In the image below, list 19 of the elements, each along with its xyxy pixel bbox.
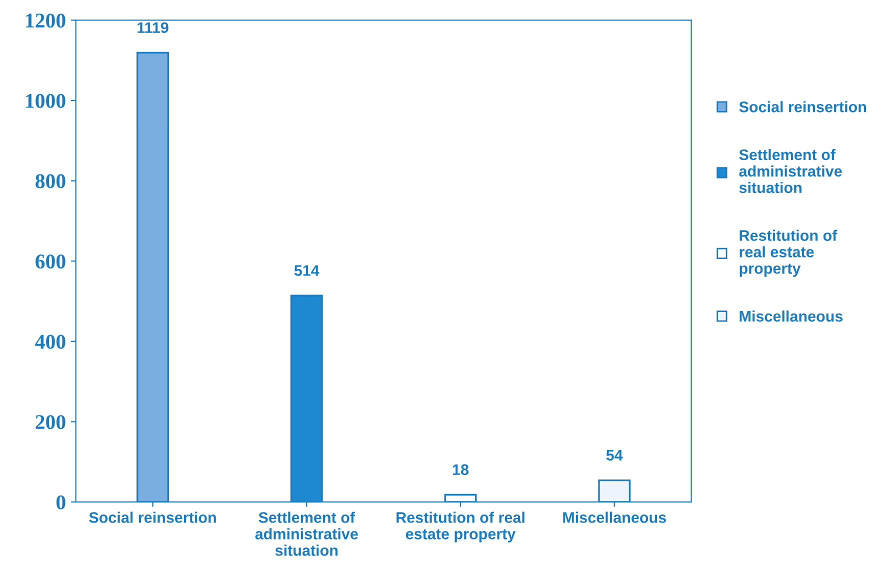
legend-label: Restitution of real estate property xyxy=(740,230,838,277)
x-tick-label: Miscellaneous xyxy=(563,512,666,523)
legend-label: Settlement of administrative situation xyxy=(739,148,842,194)
x-tick-label: Settlement of administrative situation xyxy=(255,512,358,556)
x-tick-label: Restitution of real estate property xyxy=(396,512,524,542)
y-tick-label: 800 xyxy=(36,174,66,188)
data-label: 18 xyxy=(452,464,469,476)
data-label: 514 xyxy=(294,265,320,276)
legend-label: Social reinsertion xyxy=(739,101,866,112)
y-tick-label: 200 xyxy=(36,415,66,430)
data-label: 54 xyxy=(606,450,623,461)
data-label: 1119 xyxy=(138,22,168,34)
y-tick-label: 400 xyxy=(35,334,66,349)
y-tick-label: 0 xyxy=(56,495,66,510)
legend-label: Miscellaneous xyxy=(740,310,843,322)
x-tick-label: Social reinsertion xyxy=(89,512,216,523)
y-tick-label: 1200 xyxy=(26,14,66,28)
y-tick-label: 1000 xyxy=(26,94,66,108)
y-tick-label: 600 xyxy=(36,254,66,269)
